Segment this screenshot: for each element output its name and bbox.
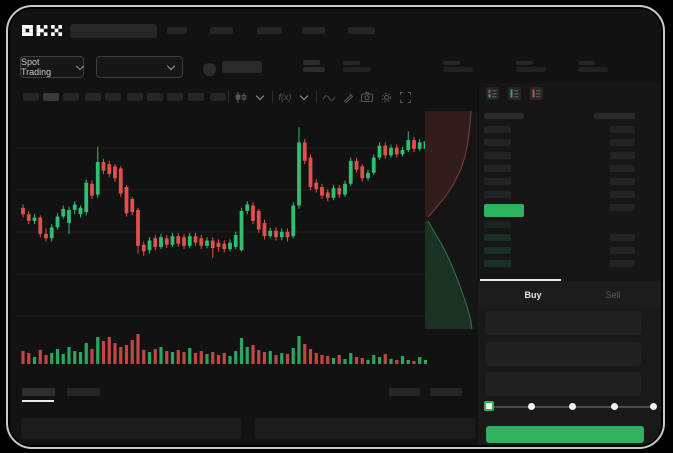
nav-item-placeholder[interactable] [302,27,325,34]
timeframe-button[interactable] [85,93,101,101]
book-both-icon[interactable] [486,87,499,100]
stat-label-placeholder [343,61,360,65]
amount-cell [610,152,635,159]
chart-toolbar: f(x) [228,90,412,104]
bottom-control-placeholder[interactable] [389,388,420,396]
buy-submit-button[interactable] [486,426,644,443]
orderbook-col-header-amount [594,113,635,119]
amount-input[interactable] [485,342,641,366]
ask-row[interactable] [484,165,511,172]
bottom-tab[interactable] [67,388,100,396]
okx-logo [22,25,62,36]
candlestick-chart[interactable] [15,111,427,367]
orderbook-col-header-price [484,113,524,119]
timeframe-button[interactable] [210,93,226,101]
bid-row[interactable] [484,221,511,228]
pair-selector[interactable] [96,56,183,78]
slider-stop-dot[interactable] [611,403,618,410]
bid-row[interactable] [484,247,511,254]
total-input[interactable] [485,372,641,396]
timeframe-button[interactable] [43,93,59,101]
chevron-down-icon[interactable] [297,90,311,104]
timeframe-button[interactable] [127,93,143,101]
timeframe-button[interactable] [167,93,183,101]
tab-sell[interactable]: Sell [605,290,621,300]
ask-row[interactable] [484,191,511,198]
bottom-tab-underline [22,400,54,402]
last-price-placeholder [303,60,320,65]
draw-tool-icon[interactable] [341,90,355,104]
depth-chart[interactable] [425,111,478,329]
toolbar-divider [272,91,273,103]
ask-row[interactable] [484,139,511,146]
tab-buy[interactable]: Buy [524,290,542,300]
toolbar-divider [316,91,317,103]
device-frame: Spot Trading [6,5,665,449]
nav-item-placeholder[interactable] [348,27,375,34]
ask-row[interactable] [484,178,511,185]
orderbook-last-price[interactable] [484,204,524,217]
timeframe-button[interactable] [63,93,79,101]
timeframe-button[interactable] [105,93,121,101]
trading-app-window: Spot Trading [10,9,661,445]
chevron-down-icon[interactable] [253,90,267,104]
pair-name-placeholder [222,61,262,73]
amount-cell [610,139,635,146]
chevron-down-icon [166,61,176,70]
amount-cell [610,191,635,198]
coin-avatar [203,63,216,76]
indicator-fx-icon[interactable]: f(x) [278,92,292,102]
chevron-down-icon [75,61,85,70]
stat-label-placeholder [578,61,595,65]
slider-stop-dot[interactable] [528,403,535,410]
amount-cell [610,260,635,267]
timeframe-button[interactable] [188,93,204,101]
toolbar-divider [228,91,229,103]
orders-table-placeholder [21,418,241,439]
amount-cell [610,247,635,254]
search-input[interactable] [70,24,157,38]
candlestick-style-icon[interactable] [234,90,248,104]
price-input[interactable] [485,311,641,335]
stat-label-placeholder [516,61,533,65]
amount-cell [610,178,635,185]
amount-cell [610,165,635,172]
ask-row[interactable] [484,152,511,159]
stat-label-placeholder [443,61,460,65]
market-type-selector[interactable]: Spot Trading [20,56,85,78]
book-bids-icon[interactable] [508,87,521,100]
settings-gear-icon[interactable] [379,90,393,104]
amount-cell [610,204,635,211]
price-change-placeholder [303,67,325,72]
market-type-label: Spot Trading [21,57,52,77]
amount-cell [610,234,635,241]
bid-row[interactable] [484,260,511,267]
bottom-control-placeholder[interactable] [430,388,462,396]
nav-item-placeholder[interactable] [167,27,187,34]
history-table-placeholder [255,418,475,439]
trade-tabbar: Buy Sell [478,281,661,309]
bottom-tab-active[interactable] [22,388,55,396]
active-tab-indicator [480,279,561,281]
stat-value-placeholder [443,67,473,72]
line-tool-icon[interactable] [322,90,336,104]
bid-row[interactable] [484,234,511,241]
nav-item-placeholder[interactable] [210,27,233,34]
nav-item-placeholder[interactable] [257,27,282,34]
amount-slider-handle[interactable] [484,401,494,411]
camera-icon[interactable] [360,90,374,104]
amount-cell [610,126,635,133]
timeframe-button[interactable] [147,93,163,101]
timeframe-button[interactable] [23,93,39,101]
fullscreen-icon[interactable] [398,90,412,104]
stat-value-placeholder [578,67,608,72]
stat-value-placeholder [516,67,546,72]
slider-stop-dot[interactable] [569,403,576,410]
book-asks-icon[interactable] [530,87,543,100]
ask-row[interactable] [484,126,511,133]
slider-stop-dot[interactable] [650,403,657,410]
stat-value-placeholder [343,67,371,72]
